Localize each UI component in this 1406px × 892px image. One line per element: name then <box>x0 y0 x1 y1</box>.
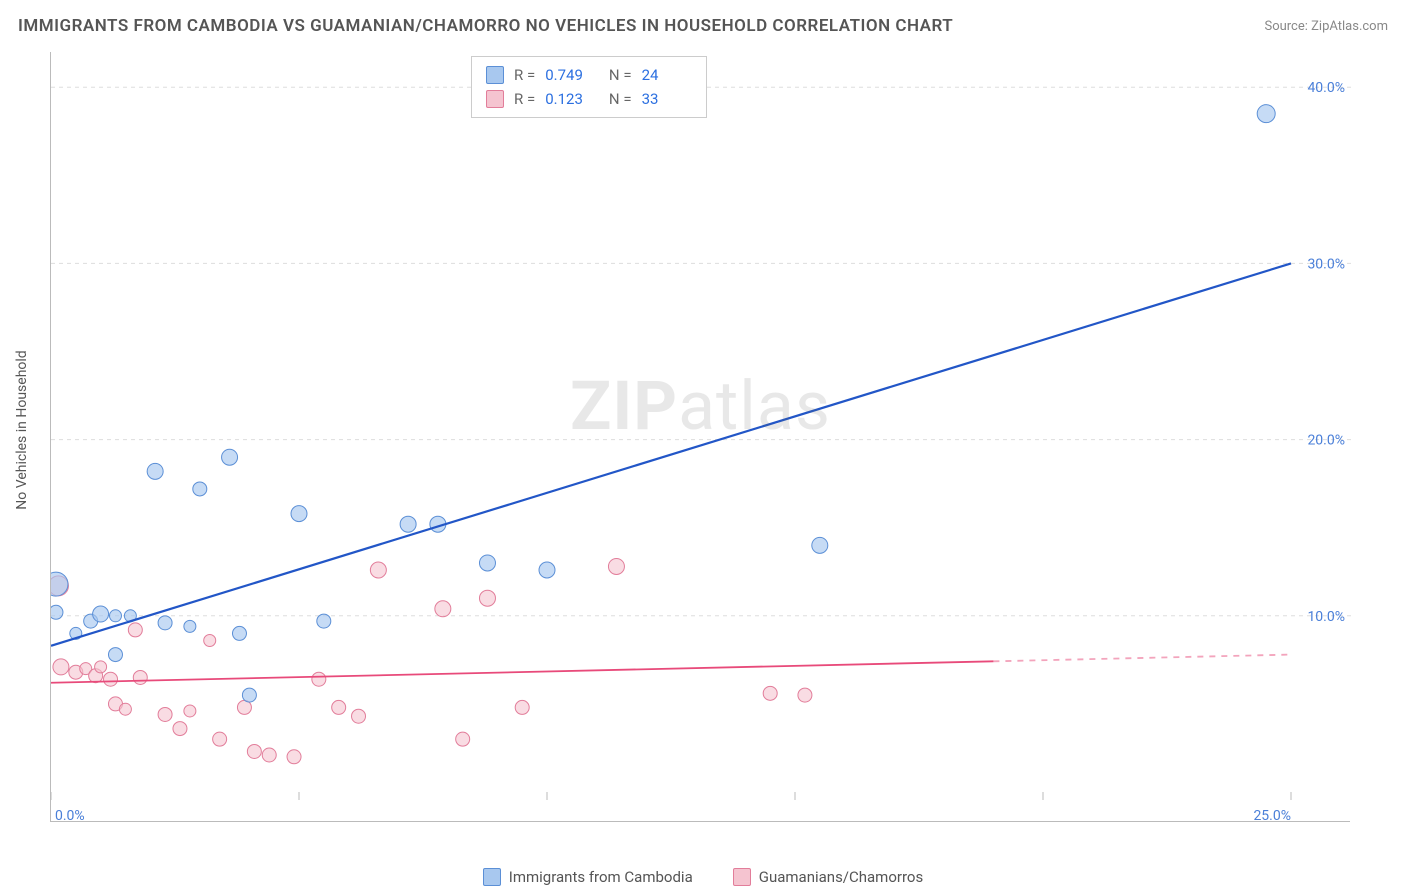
stats-row-0: R = 0.749 N = 24 <box>486 63 692 87</box>
r-label-0: R = <box>514 63 535 87</box>
r-value-0: 0.749 <box>545 63 595 87</box>
plot-area: 10.0%20.0%30.0%40.0%0.0%25.0% ZIPatlas R… <box>50 52 1350 822</box>
stats-row-1: R = 0.123 N = 33 <box>486 87 692 111</box>
y-axis-label: No Vehicles in Household <box>14 350 30 509</box>
chart-svg: 10.0% 20.0% 30.0% 40.0% 0.0% 25.0% <box>51 52 1351 822</box>
swatch-0 <box>486 66 504 84</box>
stats-legend: R = 0.749 N = 24 R = 0.123 N = 33 <box>471 56 707 118</box>
bottom-legend: Immigrants from Cambodia Guamanians/Cham… <box>0 868 1406 886</box>
n-value-1: 33 <box>642 87 692 111</box>
legend-label-0: Immigrants from Cambodia <box>509 868 693 886</box>
legend-label-1: Guamanians/Chamorros <box>759 868 923 886</box>
svg-text:40.0%: 40.0% <box>1307 80 1345 96</box>
svg-text:30.0%: 30.0% <box>1307 256 1345 272</box>
svg-text:0.0%: 0.0% <box>55 808 85 822</box>
legend-swatch-1 <box>733 868 751 886</box>
legend-item-0: Immigrants from Cambodia <box>483 868 693 886</box>
n-label-0: N = <box>605 63 631 87</box>
n-label-1: N = <box>605 87 631 111</box>
n-value-0: 24 <box>642 63 692 87</box>
svg-text:10.0%: 10.0% <box>1307 609 1345 625</box>
r-value-1: 0.123 <box>545 87 595 111</box>
source-label: Source: ZipAtlas.com <box>1264 19 1388 34</box>
chart-title: IMMIGRANTS FROM CAMBODIA VS GUAMANIAN/CH… <box>18 16 953 36</box>
svg-text:25.0%: 25.0% <box>1253 808 1291 822</box>
legend-swatch-0 <box>483 868 501 886</box>
title-bar: IMMIGRANTS FROM CAMBODIA VS GUAMANIAN/CH… <box>18 16 1388 36</box>
svg-text:20.0%: 20.0% <box>1307 433 1345 449</box>
legend-item-1: Guamanians/Chamorros <box>733 868 923 886</box>
swatch-1 <box>486 90 504 108</box>
r-label-1: R = <box>514 87 535 111</box>
